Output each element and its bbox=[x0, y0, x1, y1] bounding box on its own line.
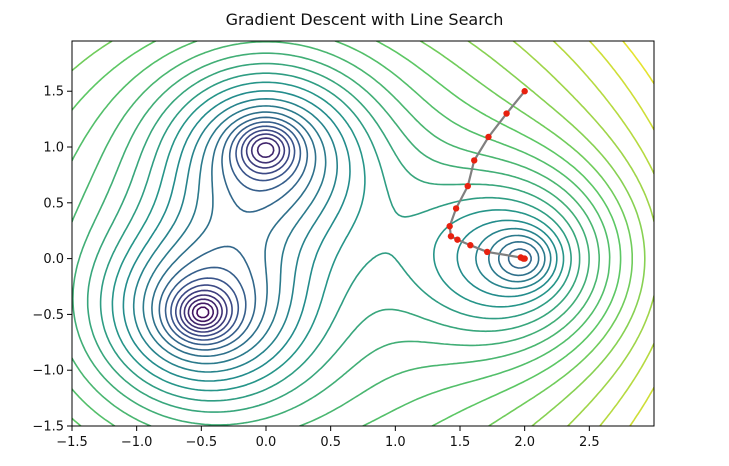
x-tick-label: 2.5 bbox=[579, 435, 600, 450]
y-tick-label: −1.5 bbox=[32, 420, 64, 435]
contour-line bbox=[158, 116, 532, 351]
y-tick-label: 0.0 bbox=[43, 252, 64, 267]
y-tick-label: 0.5 bbox=[43, 196, 64, 211]
contour-line bbox=[132, 98, 552, 373]
contour-line bbox=[86, 62, 581, 413]
contour-line bbox=[164, 121, 302, 346]
x-tick-label: 0.0 bbox=[256, 435, 277, 450]
x-tick-label: 0.5 bbox=[320, 435, 341, 450]
contour-line bbox=[588, 41, 654, 426]
contour-line bbox=[99, 72, 572, 402]
tick-layer: −1.5 −1.0 −0.5 0.0 0.5 1.0 1.5 2.0 2.5 −1.5 −1.0 −0… bbox=[32, 85, 599, 450]
contour-line bbox=[187, 142, 275, 326]
descent-point bbox=[521, 255, 528, 262]
contour-line bbox=[191, 302, 214, 323]
contour-line bbox=[512, 41, 654, 426]
descent-point bbox=[503, 110, 510, 117]
descent-point bbox=[467, 242, 474, 249]
contour-line bbox=[179, 133, 286, 333]
contour-line bbox=[72, 41, 611, 426]
descent-path-layer bbox=[446, 88, 528, 262]
x-tick-label: −1.5 bbox=[56, 435, 88, 450]
contour-line bbox=[170, 125, 296, 341]
contour-line bbox=[467, 41, 646, 426]
descent-point bbox=[471, 157, 478, 164]
axes-background bbox=[72, 41, 654, 426]
descent-path-line bbox=[448, 90, 526, 260]
descent-point bbox=[454, 236, 461, 243]
y-tick-label: 1.0 bbox=[43, 141, 64, 156]
contour-line bbox=[196, 306, 210, 319]
y-tick-label: 1.5 bbox=[43, 85, 64, 100]
contour-line bbox=[552, 41, 654, 426]
descent-point bbox=[464, 182, 471, 190]
descent-point bbox=[446, 223, 453, 230]
contour-line bbox=[175, 129, 291, 337]
contour-line bbox=[122, 90, 558, 382]
x-tick-label: 1.0 bbox=[385, 435, 406, 450]
contour-line bbox=[183, 137, 281, 330]
x-tick-label: −0.5 bbox=[186, 435, 218, 450]
descent-point bbox=[485, 133, 492, 141]
y-tick-label: −1.0 bbox=[32, 364, 64, 379]
x-tick-label: 2.0 bbox=[514, 435, 535, 450]
x-tick-label: −1.0 bbox=[121, 435, 153, 450]
contour-line bbox=[72, 41, 622, 426]
descent-point bbox=[447, 233, 455, 240]
contour-line bbox=[142, 105, 546, 365]
contour-layer bbox=[72, 41, 654, 426]
descent-point bbox=[452, 205, 460, 212]
descent-point bbox=[521, 88, 528, 95]
x-tick-label: 1.5 bbox=[450, 435, 471, 450]
descent-point bbox=[483, 248, 491, 256]
axes-frame bbox=[71, 40, 655, 427]
contour-line bbox=[72, 52, 590, 426]
y-tick-label: −0.5 bbox=[32, 308, 64, 323]
contour-line bbox=[111, 81, 565, 392]
chart-title: Gradient Descent with Line Search bbox=[225, 10, 504, 29]
contour-line bbox=[72, 41, 600, 426]
contour-line bbox=[151, 111, 540, 357]
